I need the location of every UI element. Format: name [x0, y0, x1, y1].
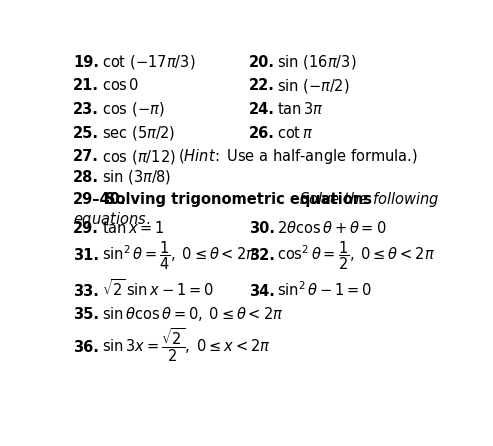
Text: 35.: 35. [73, 307, 99, 322]
Text: 34.: 34. [249, 284, 275, 299]
Text: $\sin\,(3\pi/8)$: $\sin\,(3\pi/8)$ [102, 168, 171, 186]
Text: 29.: 29. [73, 222, 99, 236]
Text: $\mathit{equations.}$: $\mathit{equations.}$ [73, 210, 150, 229]
Text: $\sin^2\theta - 1 = 0$: $\sin^2\theta - 1 = 0$ [278, 280, 373, 299]
Text: 25.: 25. [73, 126, 99, 140]
Text: 19.: 19. [73, 54, 99, 70]
Text: $\cos^2\theta = \dfrac{1}{2},\;0 \leq \theta < 2\pi$: $\cos^2\theta = \dfrac{1}{2},\;0 \leq \t… [278, 240, 435, 272]
Text: 32.: 32. [249, 248, 275, 263]
Text: $\cos\,(-\pi)$: $\cos\,(-\pi)$ [102, 100, 164, 119]
Text: 26.: 26. [249, 126, 275, 140]
Text: $\tan 3\pi$: $\tan 3\pi$ [278, 101, 324, 117]
Text: $\sqrt{2}\,\sin x - 1 = 0$: $\sqrt{2}\,\sin x - 1 = 0$ [102, 278, 213, 299]
Text: $\sin\theta\cos\theta = 0,\;0 \leq \theta < 2\pi$: $\sin\theta\cos\theta = 0,\;0 \leq \thet… [102, 306, 283, 323]
Text: 22.: 22. [249, 78, 275, 93]
Text: 29–40.: 29–40. [73, 192, 127, 206]
Text: 27.: 27. [73, 149, 99, 165]
Text: $\sec\,(5\pi/2)$: $\sec\,(5\pi/2)$ [102, 124, 175, 142]
Text: $\sin 3x = \dfrac{\sqrt{2}}{2},\;0 \leq x < 2\pi$: $\sin 3x = \dfrac{\sqrt{2}}{2},\;0 \leq … [102, 326, 270, 364]
Text: $\sin\,(-\pi/2)$: $\sin\,(-\pi/2)$ [278, 77, 350, 95]
Text: $\mathit{(Hint\!:}$ Use a half-angle formula.): $\mathit{(Hint\!:}$ Use a half-angle for… [178, 147, 418, 166]
Text: $\tan x = 1$: $\tan x = 1$ [102, 220, 165, 236]
Text: 36.: 36. [73, 340, 99, 355]
Text: $\cos 0$: $\cos 0$ [102, 77, 139, 93]
Text: $\mathit{Solve\ the\ following}$: $\mathit{Solve\ the\ following}$ [299, 190, 440, 209]
Text: $\sin^2\theta = \dfrac{1}{4},\;0 \leq \theta < 2\pi$: $\sin^2\theta = \dfrac{1}{4},\;0 \leq \t… [102, 240, 256, 272]
Text: $\sin\,(16\pi/3)$: $\sin\,(16\pi/3)$ [278, 53, 357, 71]
Text: 28.: 28. [73, 169, 99, 185]
Text: 33.: 33. [73, 284, 99, 299]
Text: $\cot\,(-17\pi/3)$: $\cot\,(-17\pi/3)$ [102, 53, 195, 71]
Text: 31.: 31. [73, 248, 99, 263]
Text: $\cos\,(\pi/12)$: $\cos\,(\pi/12)$ [102, 148, 176, 166]
Text: Solving trigonometric equations: Solving trigonometric equations [105, 192, 372, 206]
Text: 24.: 24. [249, 102, 275, 117]
Text: 21.: 21. [73, 78, 99, 93]
Text: $2\theta\cos\theta + \theta = 0$: $2\theta\cos\theta + \theta = 0$ [278, 220, 387, 236]
Text: 20.: 20. [249, 54, 275, 70]
Text: 30.: 30. [249, 222, 275, 236]
Text: $\cot\pi$: $\cot\pi$ [278, 125, 314, 140]
Text: 23.: 23. [73, 102, 99, 117]
